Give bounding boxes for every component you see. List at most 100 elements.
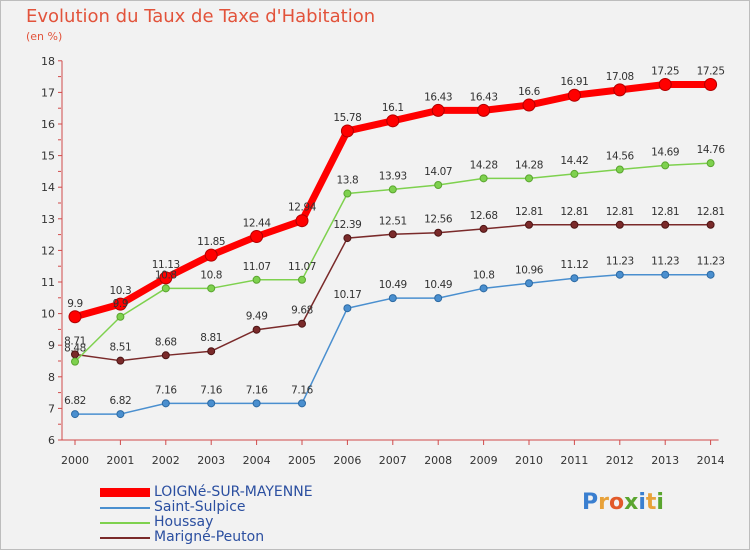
y-tick-label: 12 <box>41 244 55 257</box>
legend-item: Saint-Sulpice <box>100 500 246 515</box>
x-tick-label: 2006 <box>333 454 361 467</box>
series-2-data-label: 14.76 <box>697 144 726 156</box>
series-3-data-label: 12.81 <box>560 206 588 218</box>
series-2-point <box>298 275 306 284</box>
series-0-point <box>704 78 718 91</box>
series-1-data-label: 7.16 <box>291 384 313 396</box>
series-1-data-label: 10.8 <box>473 269 495 281</box>
series-2-data-label: 14.28 <box>515 159 543 171</box>
series-3-data-label: 12.51 <box>379 215 407 227</box>
series-0-point <box>477 103 491 117</box>
series-3-data-label: 12.68 <box>470 210 498 222</box>
series-0-point <box>522 98 536 112</box>
series-0-point <box>658 78 672 91</box>
series-3-point <box>298 319 306 328</box>
chart-data-labels: 9.910.311.1311.8512.4412.9415.7816.116.4… <box>64 66 726 408</box>
series-1-point <box>207 399 216 408</box>
legend-item: Marigné-Peuton <box>100 530 264 545</box>
series-1-data-label: 10.49 <box>424 279 452 291</box>
series-3-data-label: 12.81 <box>651 206 679 218</box>
series-1-data-label: 11.23 <box>606 256 634 268</box>
series-3-point <box>479 224 488 233</box>
series-0-point <box>204 248 218 262</box>
y-tick-label: 6 <box>48 434 55 447</box>
series-2-data-label: 11.07 <box>243 261 271 273</box>
y-tick-label: 16 <box>41 118 55 131</box>
series-0-data-label: 17.25 <box>697 66 725 78</box>
logo-letter: i <box>656 490 664 515</box>
x-tick-label: 2000 <box>61 454 89 467</box>
series-1-data-label: 11.23 <box>697 256 725 268</box>
series-3-point <box>434 228 443 237</box>
chart-axes: 6 7 8 9 10 11 12 13 14 15 16 17 18 2000 2001 2002 2003 20… <box>41 55 725 467</box>
series-3-data-label: 12.81 <box>515 206 543 218</box>
series-2-point <box>570 169 579 178</box>
series-1-point <box>71 410 79 419</box>
x-tick-label: 2003 <box>197 454 225 467</box>
series-0-data-label: 9.9 <box>67 298 83 310</box>
series-2-point <box>116 312 125 321</box>
series-2-point <box>71 357 79 366</box>
legend-label: Marigné-Peuton <box>154 529 265 545</box>
series-0-data-label: 16.43 <box>470 91 498 103</box>
series-2-point <box>161 284 170 293</box>
x-tick-label: 2005 <box>288 454 316 467</box>
series-1-data-label: 10.96 <box>515 264 544 276</box>
series-0-point <box>613 83 627 97</box>
logo-letter: o <box>608 490 625 515</box>
series-3-point <box>207 347 216 356</box>
series-0-point <box>68 310 82 324</box>
legend-label: LOIGNé-SUR-MAYENNE <box>154 484 313 500</box>
series-3-data-label: 12.81 <box>697 206 725 218</box>
series-1-data-label: 10.49 <box>379 279 407 291</box>
series-2-point <box>207 284 216 293</box>
series-0-data-label: 11.85 <box>197 236 225 248</box>
series-1-data-label: 10.17 <box>333 289 361 301</box>
series-3-data-label: 12.56 <box>424 214 453 226</box>
y-tick-label: 13 <box>41 213 55 226</box>
series-2-data-label: 14.42 <box>560 155 588 167</box>
legend-swatch <box>100 536 150 539</box>
chart-subtitle: (en %) <box>26 30 63 43</box>
series-0-data-label: 17.08 <box>606 71 634 83</box>
x-tick-label: 2001 <box>106 454 134 467</box>
series-3-point <box>116 356 125 365</box>
series-3-data-label: 8.81 <box>200 332 222 344</box>
series-2-data-label: 14.28 <box>470 159 498 171</box>
x-tick-label: 2007 <box>379 454 407 467</box>
series-0-point <box>567 88 581 102</box>
series-0-data-label: 12.94 <box>288 202 317 214</box>
series-2-point <box>434 180 443 189</box>
series-0-data-label: 15.78 <box>333 112 361 124</box>
series-2-data-label: 13.8 <box>337 175 359 187</box>
x-tick-label: 2002 <box>152 454 180 467</box>
series-2-point <box>525 174 533 183</box>
series-0-data-label: 16.43 <box>424 91 452 103</box>
y-tick-label: 15 <box>41 150 55 163</box>
series-3-data-label: 12.81 <box>606 206 634 218</box>
series-0-point <box>431 103 445 117</box>
series-3-data-label: 8.51 <box>110 342 132 354</box>
logo-letter: r <box>598 490 609 515</box>
proxiti-logo: Proxiti <box>582 490 664 515</box>
series-1-point <box>706 270 715 279</box>
series-2-point <box>706 159 715 168</box>
legend-swatch <box>100 506 150 509</box>
series-1-point <box>116 410 125 419</box>
series-0-data-label: 16.91 <box>560 76 588 88</box>
series-3-point <box>570 220 579 229</box>
series-0-data-label: 16.6 <box>518 86 540 98</box>
series-1-data-label: 7.16 <box>246 384 268 396</box>
series-0-point <box>386 114 400 128</box>
y-tick-label: 11 <box>41 276 55 289</box>
series-1-point <box>570 274 579 283</box>
series-2-point <box>252 275 261 284</box>
y-tick-label: 8 <box>48 371 55 384</box>
series-0-data-label: 12.44 <box>243 217 272 229</box>
legend-item: Houssay <box>100 515 213 530</box>
series-3-point <box>615 220 624 229</box>
series-3-point <box>706 220 715 229</box>
series-3-data-label: 8.71 <box>64 335 86 347</box>
series-1-point <box>298 399 306 408</box>
series-3-data-label: 9.49 <box>246 311 268 323</box>
